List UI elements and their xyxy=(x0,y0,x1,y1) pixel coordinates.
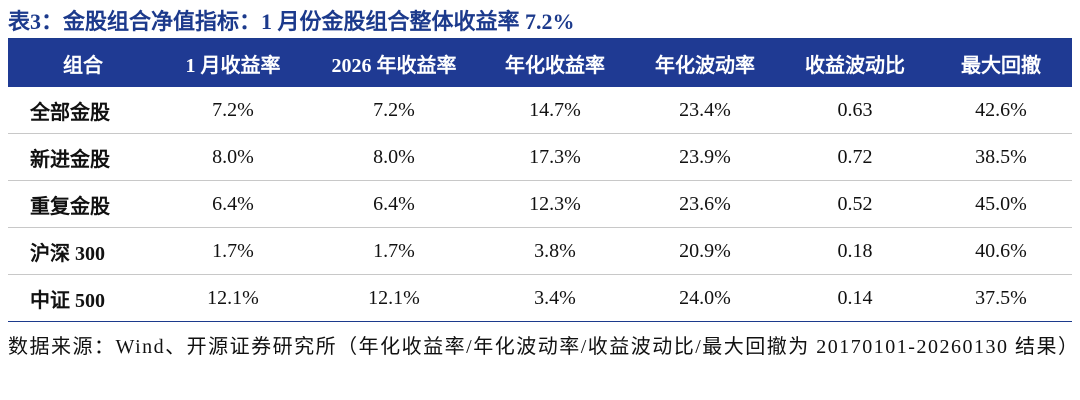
header-cell: 组合 xyxy=(8,38,158,87)
row-label: 重复金股 xyxy=(8,180,158,228)
table-cell: 45.0% xyxy=(930,180,1072,228)
row-label: 新进金股 xyxy=(8,133,158,181)
table-cell: 12.3% xyxy=(480,180,630,228)
table-cell: 0.52 xyxy=(780,180,930,228)
table-cell: 6.4% xyxy=(158,180,308,228)
table-cell: 0.72 xyxy=(780,133,930,181)
table-cell: 0.18 xyxy=(780,227,930,275)
table-cell: 3.4% xyxy=(480,274,630,322)
table-cell: 40.6% xyxy=(930,227,1072,275)
row-label: 沪深 300 xyxy=(8,227,158,275)
header-cell: 最大回撤 xyxy=(930,38,1072,87)
table-cell: 17.3% xyxy=(480,133,630,181)
table-cell: 0.63 xyxy=(780,87,930,134)
table-cell: 14.7% xyxy=(480,87,630,134)
table-cell: 37.5% xyxy=(930,274,1072,322)
table-cell: 38.5% xyxy=(930,133,1072,181)
table-cell: 6.4% xyxy=(308,180,480,228)
table-cell: 7.2% xyxy=(308,87,480,134)
table-cell: 0.14 xyxy=(780,274,930,322)
row-label: 中证 500 xyxy=(8,274,158,322)
table-cell: 20.9% xyxy=(630,227,780,275)
header-cell: 2026 年收益率 xyxy=(308,38,480,87)
table-cell: 12.1% xyxy=(308,274,480,322)
table-cell: 8.0% xyxy=(158,133,308,181)
header-cell: 收益波动比 xyxy=(780,38,930,87)
table-cell: 12.1% xyxy=(158,274,308,322)
table-cell: 23.4% xyxy=(630,87,780,134)
row-label: 全部金股 xyxy=(8,87,158,134)
table-body: 全部金股 7.2% 7.2% 14.7% 23.4% 0.63 42.6% 新进金股 8.0% 8… xyxy=(8,87,1072,322)
header-row: 组合 1 月收益率 2026 年收益率 年化收益率 年化波动率 收益波动比 最大回撤 xyxy=(8,38,1072,87)
table-cell: 24.0% xyxy=(630,274,780,322)
header-cell: 年化收益率 xyxy=(480,38,630,87)
table-cell: 3.8% xyxy=(480,227,630,275)
table-cell: 23.6% xyxy=(630,180,780,228)
table-row: 新进金股 8.0% 8.0% 17.3% 23.9% 0.72 38.5% xyxy=(8,133,1072,181)
header-cell: 年化波动率 xyxy=(630,38,780,87)
table-row: 全部金股 7.2% 7.2% 14.7% 23.4% 0.63 42.6% xyxy=(8,87,1072,134)
table-row: 重复金股 6.4% 6.4% 12.3% 23.6% 0.52 45.0% xyxy=(8,180,1072,228)
table-cell: 7.2% xyxy=(158,87,308,134)
metrics-table: 组合 1 月收益率 2026 年收益率 年化收益率 年化波动率 收益波动比 最大回撤 全部金… xyxy=(8,38,1072,322)
header-cell: 1 月收益率 xyxy=(158,38,308,87)
table-row: 中证 500 12.1% 12.1% 3.4% 24.0% 0.14 37.5% xyxy=(8,274,1072,322)
table-row: 沪深 300 1.7% 1.7% 3.8% 20.9% 0.18 40.6% xyxy=(8,227,1072,275)
table-cell: 8.0% xyxy=(308,133,480,181)
table-title: 表3：金股组合净值指标：1 月份金股组合整体收益率 7.2% xyxy=(8,9,575,34)
table-cell: 23.9% xyxy=(630,133,780,181)
table-cell: 1.7% xyxy=(158,227,308,275)
table-cell: 42.6% xyxy=(930,87,1072,134)
table-cell: 1.7% xyxy=(308,227,480,275)
source-note: 数据来源：Wind、开源证券研究所（年化收益率/年化波动率/收益波动比/最大回撤… xyxy=(8,336,1080,358)
